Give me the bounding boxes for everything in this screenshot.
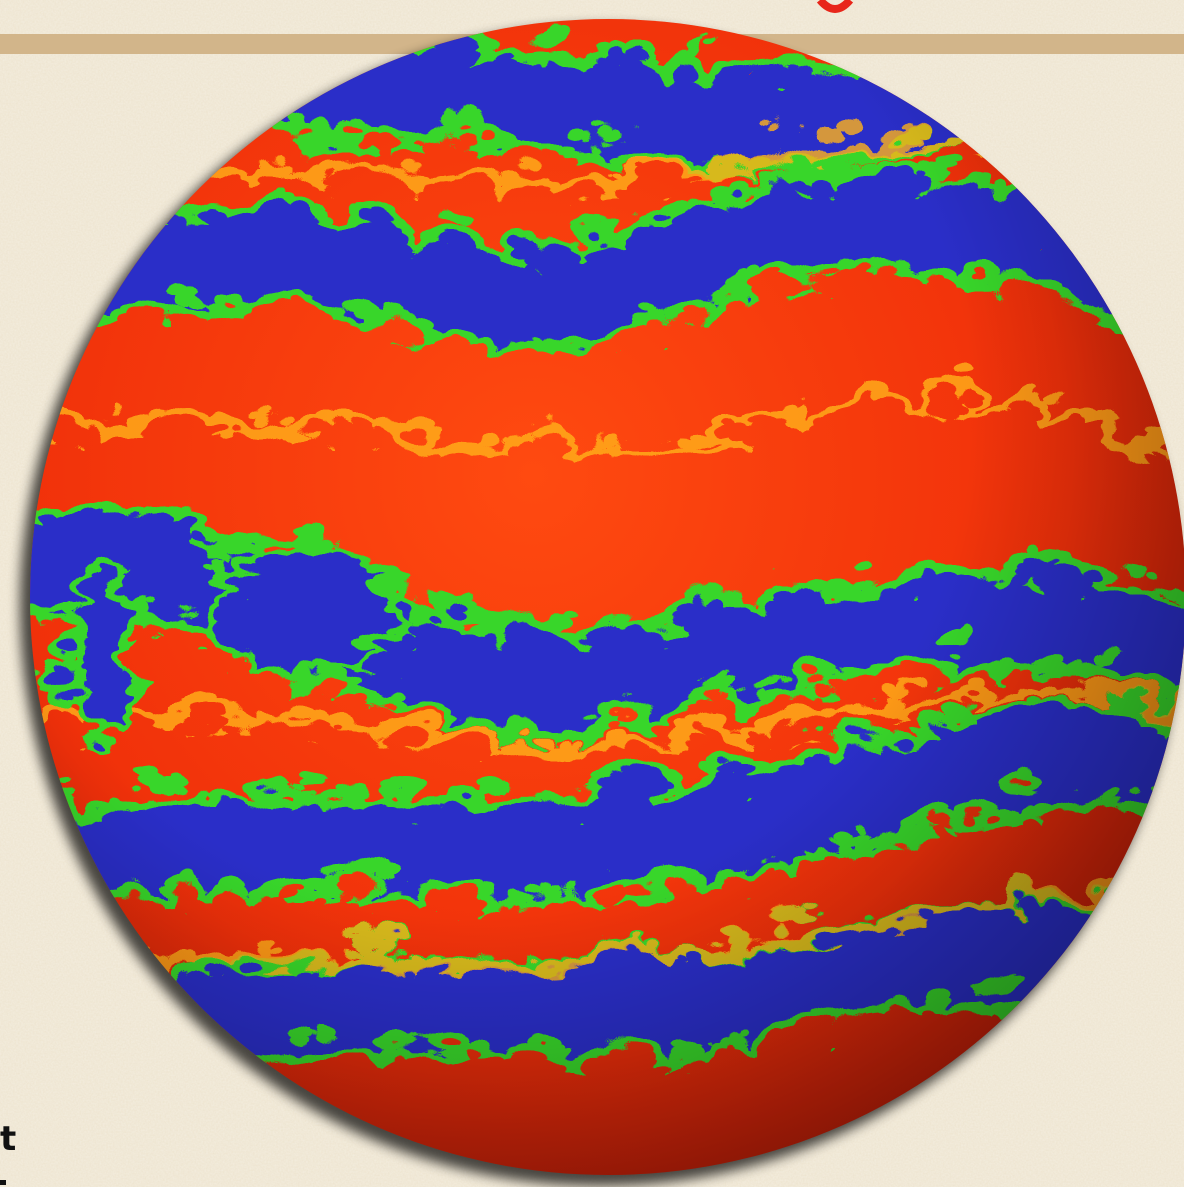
corner-dot [0, 1180, 6, 1185]
corner-text: t [0, 1119, 16, 1159]
red-stroke [816, 0, 854, 13]
